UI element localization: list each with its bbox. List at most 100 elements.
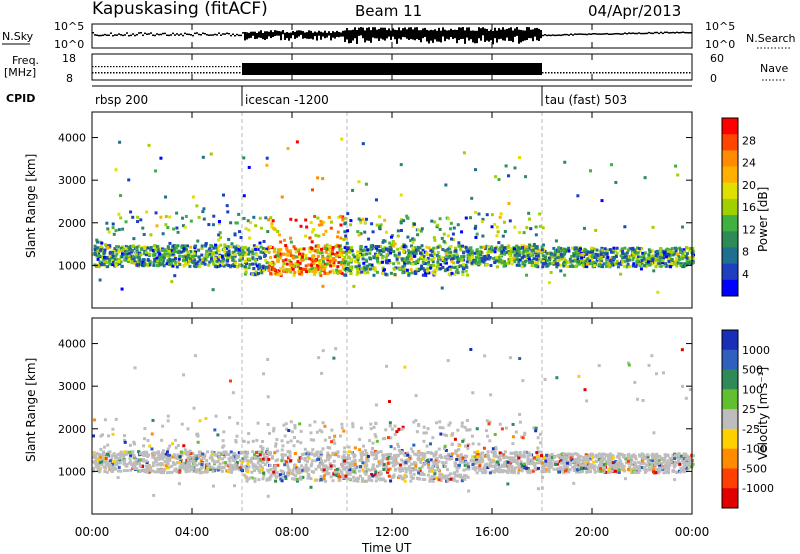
range-gate-cell <box>414 249 418 253</box>
range-gate-cell <box>316 248 320 252</box>
range-gate-cell <box>370 263 374 267</box>
range-gate-cell <box>352 475 356 479</box>
colorbar-tick-label: 4 <box>742 268 749 281</box>
range-gate-cell <box>257 263 261 267</box>
range-gate-cell <box>232 264 236 268</box>
range-gate-cell <box>582 226 586 230</box>
range-gate-cell <box>685 469 689 473</box>
range-gate-cell <box>257 459 261 463</box>
range-gate-cell <box>683 255 687 259</box>
range-gate-cell <box>100 433 104 437</box>
range-gate-cell <box>488 420 492 424</box>
range-gate-cell <box>668 456 672 460</box>
range-gate-cell <box>153 257 157 261</box>
range-gate-cell <box>265 265 269 269</box>
range-gate-cell <box>618 458 622 462</box>
range-gate-cell <box>466 273 470 277</box>
range-gate-cell <box>306 476 310 480</box>
range-gate-cell <box>636 260 640 264</box>
range-gate-cell <box>314 244 318 248</box>
range-gate-cell <box>162 256 166 260</box>
freq-point <box>593 72 595 74</box>
range-gate-cell <box>426 473 430 477</box>
range-gate-cell <box>387 249 391 253</box>
range-gate-cell <box>685 256 689 260</box>
range-gate-cell <box>400 218 404 222</box>
range-gate-cell <box>340 271 344 275</box>
range-gate-cell <box>507 253 511 257</box>
noise-sample <box>124 34 126 36</box>
range-gate-cell <box>662 460 666 464</box>
range-gate-cell <box>395 257 399 261</box>
range-gate-cell <box>359 248 363 252</box>
noise-sample <box>598 33 600 35</box>
cpid-panel: CPID rbsp 200 icescan -1200 tau (fast) 503 <box>6 85 692 107</box>
range-gate-cell <box>518 231 522 235</box>
range-gate-cell <box>327 458 331 462</box>
range-gate-cell <box>136 259 140 263</box>
range-gate-cell <box>422 431 426 435</box>
range-gate-cell <box>656 290 660 294</box>
range-gate-cell <box>573 265 577 269</box>
range-gate-cell <box>292 273 296 277</box>
noise-sample <box>624 32 626 34</box>
freq-point <box>656 72 658 74</box>
range-gate-cell <box>173 438 177 442</box>
range-gate-cell <box>350 462 354 466</box>
range-gate-cell <box>130 250 134 254</box>
noise-sample <box>554 34 556 37</box>
range-gate-cell <box>250 460 254 464</box>
range-gate-cell <box>237 251 241 255</box>
range-gate-cell <box>166 246 170 250</box>
range-gate-cell <box>289 254 293 258</box>
colorbar-tick-label: 16 <box>742 201 756 214</box>
range-gate-cell <box>433 268 437 272</box>
range-gate-cell <box>445 476 449 480</box>
range-gate-cell <box>260 450 264 454</box>
noise-sample <box>484 28 486 42</box>
range-gate-cell <box>606 456 610 460</box>
range-gate-cell <box>528 260 532 264</box>
range-gate-cell <box>455 479 459 483</box>
range-gate-cell <box>689 247 693 251</box>
freq-point <box>179 66 181 68</box>
range-gate-cell <box>343 264 347 268</box>
range-gate-cell <box>320 251 324 255</box>
range-gate-cell <box>525 451 529 455</box>
range-gate-cell <box>157 450 161 454</box>
range-gate-cell <box>429 451 433 455</box>
range-gate-cell <box>331 246 335 250</box>
range-gate-cell <box>341 455 345 459</box>
range-gate-cell <box>349 258 353 262</box>
freq-point <box>542 72 544 74</box>
range-gate-cell <box>490 245 494 249</box>
range-gate-cell <box>479 245 483 249</box>
range-gate-cell <box>303 458 307 462</box>
range-gate-cell <box>657 469 661 473</box>
range-gate-cell <box>429 253 433 257</box>
range-gate-cell <box>290 430 294 434</box>
noise-sample <box>380 27 382 39</box>
range-gate-cell <box>376 245 380 249</box>
freq-point <box>590 72 592 74</box>
range-gate-cell <box>225 469 229 473</box>
range-gate-cell <box>196 468 200 472</box>
range-gate-cell <box>246 461 250 465</box>
noise-sample <box>316 32 318 41</box>
range-gate-cell <box>183 467 187 471</box>
range-gate-cell <box>511 422 515 426</box>
range-gate-cell <box>435 461 439 465</box>
range-gate-cell <box>257 478 261 482</box>
range-gate-cell <box>191 261 195 265</box>
freq-point <box>161 72 163 74</box>
noise-sample <box>514 28 516 37</box>
range-gate-cell <box>476 253 480 257</box>
range-gate-cell <box>636 251 640 255</box>
range-gate-cell <box>256 461 260 465</box>
range-gate-cell <box>344 234 348 238</box>
range-gate-cell <box>303 456 307 460</box>
noise-sample <box>480 28 482 41</box>
range-gate-cell <box>381 437 385 441</box>
noise-sample <box>604 33 606 35</box>
range-gate-cell <box>626 262 630 266</box>
